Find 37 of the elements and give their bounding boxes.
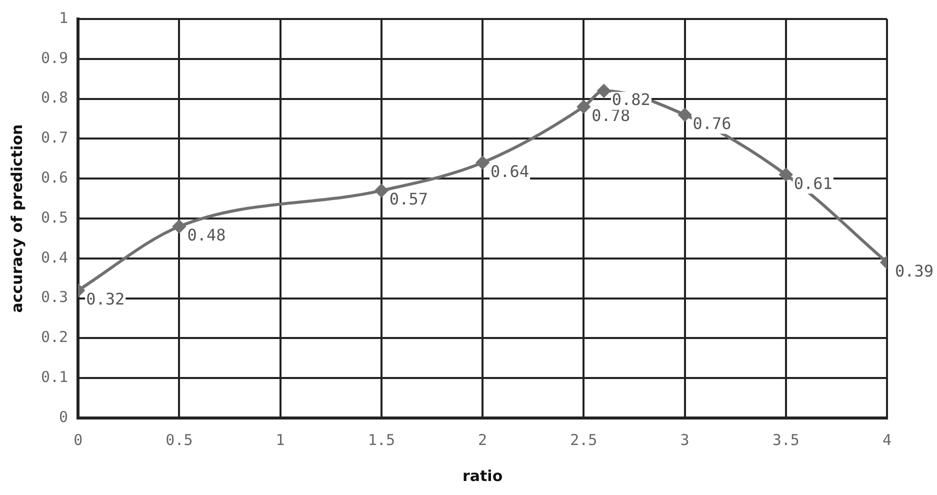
data-label: 0.39 <box>895 262 934 281</box>
data-label: 0.82 <box>612 90 650 109</box>
x-axis-title: ratio <box>462 466 503 485</box>
y-tick-label: 0.1 <box>41 368 68 386</box>
x-tick-label: 2.5 <box>570 430 598 449</box>
point <box>374 184 388 198</box>
x-tick-label: 3.5 <box>772 430 800 449</box>
point <box>678 108 692 122</box>
data-label: 0.57 <box>389 190 428 209</box>
point <box>172 220 186 233</box>
data-label: 0.48 <box>187 226 226 245</box>
point <box>597 84 610 98</box>
x-tick-label: 1 <box>276 430 285 449</box>
x-tick-label: 3 <box>680 430 690 449</box>
point <box>779 168 792 182</box>
x-tick-label: 0 <box>74 430 83 449</box>
y-tick-label: 0.3 <box>41 288 68 306</box>
x-tick-label: 0.5 <box>166 430 193 449</box>
x-tick-label: 1.5 <box>368 430 395 449</box>
data-label: 0.76 <box>692 114 732 133</box>
y-tick-label: 0.4 <box>41 248 68 266</box>
x-tick-label: 2 <box>478 430 488 449</box>
y-tick-label: 0 <box>59 408 68 426</box>
y-tick-label: 0.9 <box>41 48 68 67</box>
y-tick-label: 0.6 <box>41 168 68 186</box>
y-tick-label: 0.8 <box>41 88 68 107</box>
data-label: 0.32 <box>86 289 125 308</box>
data-label: 0.61 <box>794 174 832 193</box>
point <box>577 100 590 114</box>
data-label: 0.64 <box>490 162 530 181</box>
point <box>476 156 490 170</box>
x-tick-label: 4 <box>882 430 892 449</box>
y-axis-title: accuracy of prediction <box>8 124 26 313</box>
y-tick-label: 0.2 <box>41 328 68 346</box>
y-tick-label: 1 <box>59 8 68 27</box>
y-tick-label: 0.5 <box>41 208 68 226</box>
y-tick-label: 0.7 <box>41 128 68 147</box>
